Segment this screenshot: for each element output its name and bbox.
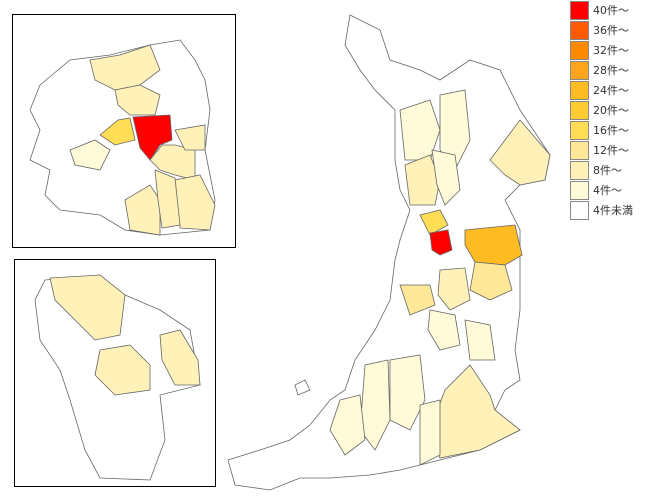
- legend-label: 24件～: [593, 84, 629, 97]
- legend-swatch: [570, 141, 589, 160]
- legend-swatch: [570, 101, 589, 120]
- legend-label: 16件～: [593, 124, 629, 137]
- legend-label: 28件～: [593, 64, 629, 77]
- legend-swatch: [570, 81, 589, 100]
- legend-swatch: [570, 61, 589, 80]
- prefecture-map: [227, 14, 551, 491]
- legend-label: 4件～: [593, 184, 622, 197]
- legend-label: 8件～: [593, 164, 622, 177]
- legend-swatch: [570, 201, 589, 220]
- legend-label: 36件～: [593, 24, 629, 37]
- legend-label: 40件～: [593, 4, 629, 17]
- legend-swatch: [570, 41, 589, 60]
- legend-swatch: [570, 21, 589, 40]
- legend-swatch: [570, 181, 589, 200]
- legend-swatch: [570, 121, 589, 140]
- legend-swatch: [570, 161, 589, 180]
- legend-label: 32件～: [593, 44, 629, 57]
- legend-label: 12件～: [593, 144, 629, 157]
- legend: 40件～ 36件～ 32件～ 28件～ 24件～ 20件～ 16件～ 12件～ 8件～ 4件～ 4件…: [570, 1, 633, 220]
- inset-city-map: [29, 39, 216, 236]
- legend-swatch: [570, 1, 589, 20]
- inset-city-map: [34, 274, 201, 481]
- legend-label: 20件～: [593, 104, 629, 117]
- legend-label: 4件未満: [593, 204, 633, 217]
